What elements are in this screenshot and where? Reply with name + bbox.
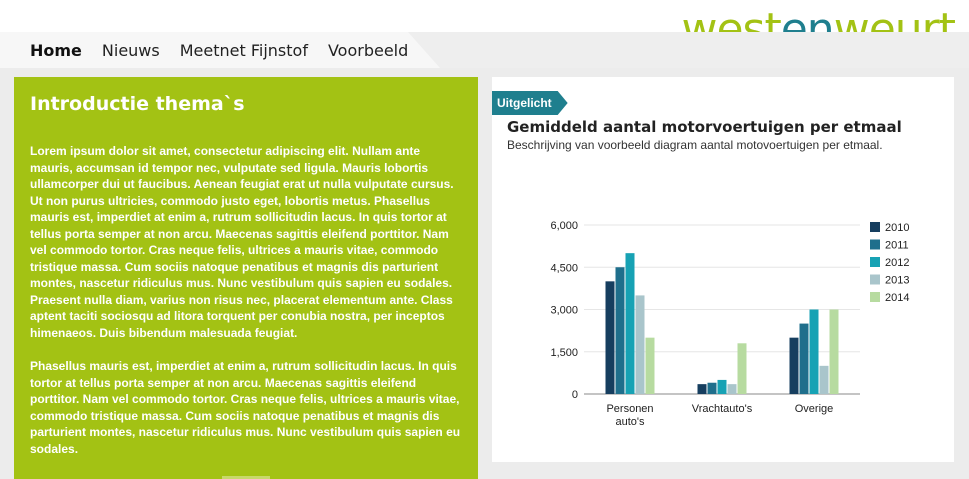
legend-swatch	[870, 257, 880, 267]
y-tick-label: 3,000	[550, 305, 578, 317]
bar	[799, 323, 809, 394]
intro-scroll-indicator[interactable]	[222, 476, 270, 479]
bar	[625, 253, 635, 394]
legend-swatch	[870, 239, 880, 250]
nav-item-meetnet-fijnstof[interactable]: Meetnet Fijnstof	[179, 40, 308, 60]
bar	[829, 309, 839, 394]
y-tick-label: 1,500	[550, 347, 578, 359]
bar	[717, 379, 727, 394]
legend-label: 2011	[885, 240, 909, 252]
x-tick-label: Personen	[606, 403, 653, 415]
nav-item-nieuws[interactable]: Nieuws	[101, 40, 160, 60]
nav-item-voorbeeld[interactable]: Voorbeeld	[327, 40, 409, 60]
main-nav: Home Nieuws Meetnet Fijnstof Voorbeeld	[30, 32, 408, 68]
intro-panel: Introductie thema`s Lorem ipsum dolor si…	[14, 77, 478, 479]
bar	[727, 384, 737, 394]
legend-swatch	[870, 292, 880, 302]
x-tick-label: Vrachtauto's	[692, 403, 753, 415]
featured-badge: Uitgelicht	[492, 91, 568, 115]
bar	[635, 295, 645, 394]
legend-label: 2012	[885, 257, 909, 269]
bar	[819, 365, 829, 394]
y-tick-label: 6,000	[550, 220, 578, 232]
y-tick-label: 0	[572, 389, 578, 401]
legend-label: 2010	[885, 222, 909, 234]
x-tick-label: auto's	[615, 416, 645, 428]
legend-label: 2014	[885, 292, 909, 304]
bar	[707, 382, 717, 394]
legend-swatch	[870, 274, 880, 285]
nav-tab-shape	[0, 32, 440, 68]
y-tick-label: 4,500	[550, 262, 578, 274]
intro-paragraph-1: Lorem ipsum dolor sit amet, consectetur …	[30, 144, 454, 340]
bar	[615, 267, 625, 394]
bar	[605, 281, 615, 394]
legend-swatch	[870, 222, 880, 232]
bar	[809, 309, 819, 394]
nav-item-home[interactable]: Home	[30, 40, 82, 60]
intro-paragraph-2: Phasellus mauris est, imperdiet at enim …	[30, 359, 461, 456]
bar	[697, 384, 707, 394]
intro-title: Introductie thema`s	[30, 93, 245, 115]
chart-title: Gemiddeld aantal motorvoertuigen per etm…	[507, 118, 902, 136]
x-tick-label: Overige	[795, 403, 834, 415]
bar	[789, 337, 799, 394]
legend-label: 2013	[885, 275, 909, 287]
bar	[737, 343, 747, 394]
chart-description: Beschrijving van voorbeeld diagram aanta…	[507, 138, 883, 152]
bar	[645, 337, 655, 394]
featured-panel: Uitgelicht Gemiddeld aantal motorvoertui…	[492, 77, 954, 462]
